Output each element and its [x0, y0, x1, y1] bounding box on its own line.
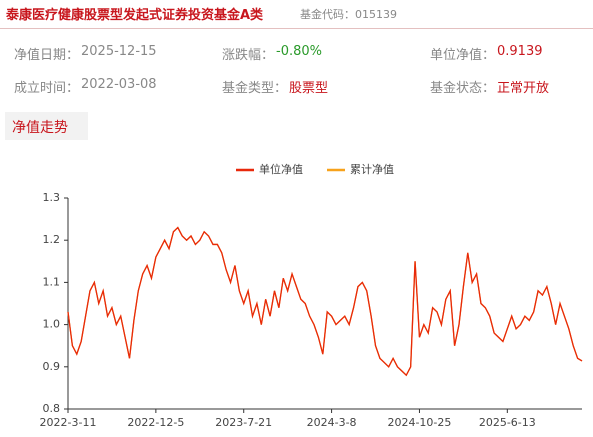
info-value: 2025-12-15 [81, 44, 157, 59]
tab-background[interactable] [5, 112, 88, 140]
legend-label: 累计净值 [350, 162, 394, 176]
info-value: 股票型 [289, 81, 329, 96]
info-label: 涨跌幅： [222, 48, 275, 63]
series-line [67, 226, 583, 377]
info-label: 净值日期： [14, 48, 80, 63]
y-tick-label: 1.0 [43, 318, 61, 331]
y-tick-label: 0.8 [43, 402, 61, 415]
y-tick-label: 1.2 [43, 233, 61, 246]
y-tick-label: 1.3 [43, 191, 61, 204]
x-tick-label: 2023-7-21 [215, 416, 272, 429]
x-tick-label: 2025-6-13 [479, 416, 536, 429]
x-tick-label: 2022-12-5 [127, 416, 184, 429]
info-label: 基金状态： [430, 81, 496, 96]
info-label: 成立时间： [14, 81, 80, 96]
info-label: 基金类型： [222, 81, 288, 96]
series-line [67, 226, 583, 377]
info-value: -0.80% [276, 44, 322, 59]
fund-title: 泰康医疗健康股票型发起式证券投资基金A类 [6, 8, 264, 23]
x-tick-label: 2024-3-8 [307, 416, 357, 429]
y-tick-label: 1.1 [43, 275, 61, 288]
tab-label[interactable]: 净值走势 [12, 120, 68, 136]
info-label: 单位净值： [430, 48, 496, 63]
legend-label: 单位净值 [259, 162, 303, 176]
chart: 0.8 0.9 1.0 1.1 1.2 1.3 2022-3-11 2022-12-5 2023… [40, 162, 583, 429]
info-value: 0.9139 [497, 44, 543, 59]
x-tick-label: 2024-10-25 [387, 416, 451, 429]
info-value: 正常开放 [497, 81, 550, 96]
y-tick-label: 0.9 [43, 360, 61, 373]
x-tick-label: 2022-3-11 [40, 416, 97, 429]
info-value: 2022-03-08 [81, 77, 157, 92]
divider [0, 28, 593, 29]
fund-code: 基金代码：015139 [300, 8, 397, 21]
